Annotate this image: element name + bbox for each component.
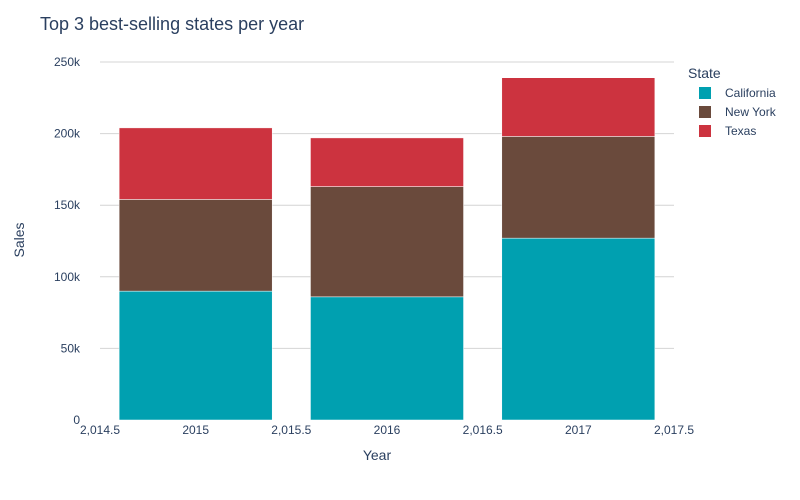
y-tick-label: 150k — [54, 198, 81, 212]
y-axis-title: Sales — [11, 222, 27, 257]
bar-california-2016[interactable] — [310, 296, 464, 421]
bar-texas-2017[interactable] — [501, 77, 656, 137]
legend-swatch[interactable] — [699, 87, 711, 99]
x-tick-label: 2016 — [374, 423, 401, 437]
bar-california-2015[interactable] — [118, 290, 273, 421]
bar-texas-2015[interactable] — [118, 127, 273, 200]
bar-new-york-2016[interactable] — [310, 186, 464, 298]
y-tick-label: 100k — [54, 270, 81, 284]
y-tick-label: 50k — [61, 341, 81, 355]
bar-texas-2016[interactable] — [310, 137, 464, 187]
x-tick-label: 2017 — [565, 423, 592, 437]
x-axis-ticks: 2,014.5 2015 2,015.5 2016 2,016.5 2017 2,017.5 — [80, 423, 694, 437]
bars — [118, 77, 656, 421]
legend[interactable]: State California New York Texas — [688, 65, 777, 138]
bar-new-york-2015[interactable] — [118, 199, 273, 292]
legend-label[interactable]: New York — [725, 105, 777, 119]
bar-new-york-2017[interactable] — [501, 136, 656, 239]
legend-swatch[interactable] — [699, 106, 711, 118]
x-tick-label: 2015 — [182, 423, 209, 437]
legend-label[interactable]: California — [725, 86, 776, 100]
bar-california-2017[interactable] — [501, 237, 656, 421]
x-axis-title: Year — [363, 447, 392, 463]
x-tick-label: 2,014.5 — [80, 423, 120, 437]
x-tick-label: 2,017.5 — [654, 423, 694, 437]
y-tick-label: 250k — [54, 55, 81, 69]
legend-label[interactable]: Texas — [725, 124, 756, 138]
y-tick-label: 0 — [73, 413, 80, 427]
y-axis-ticks: 0 50k 100k 150k 200k 250k — [54, 55, 81, 427]
legend-title: State — [688, 65, 721, 81]
legend-swatch[interactable] — [699, 125, 711, 137]
x-tick-label: 2,015.5 — [271, 423, 311, 437]
x-tick-label: 2,016.5 — [463, 423, 503, 437]
chart-title: Top 3 best-selling states per year — [40, 14, 304, 34]
y-tick-label: 200k — [54, 127, 81, 141]
